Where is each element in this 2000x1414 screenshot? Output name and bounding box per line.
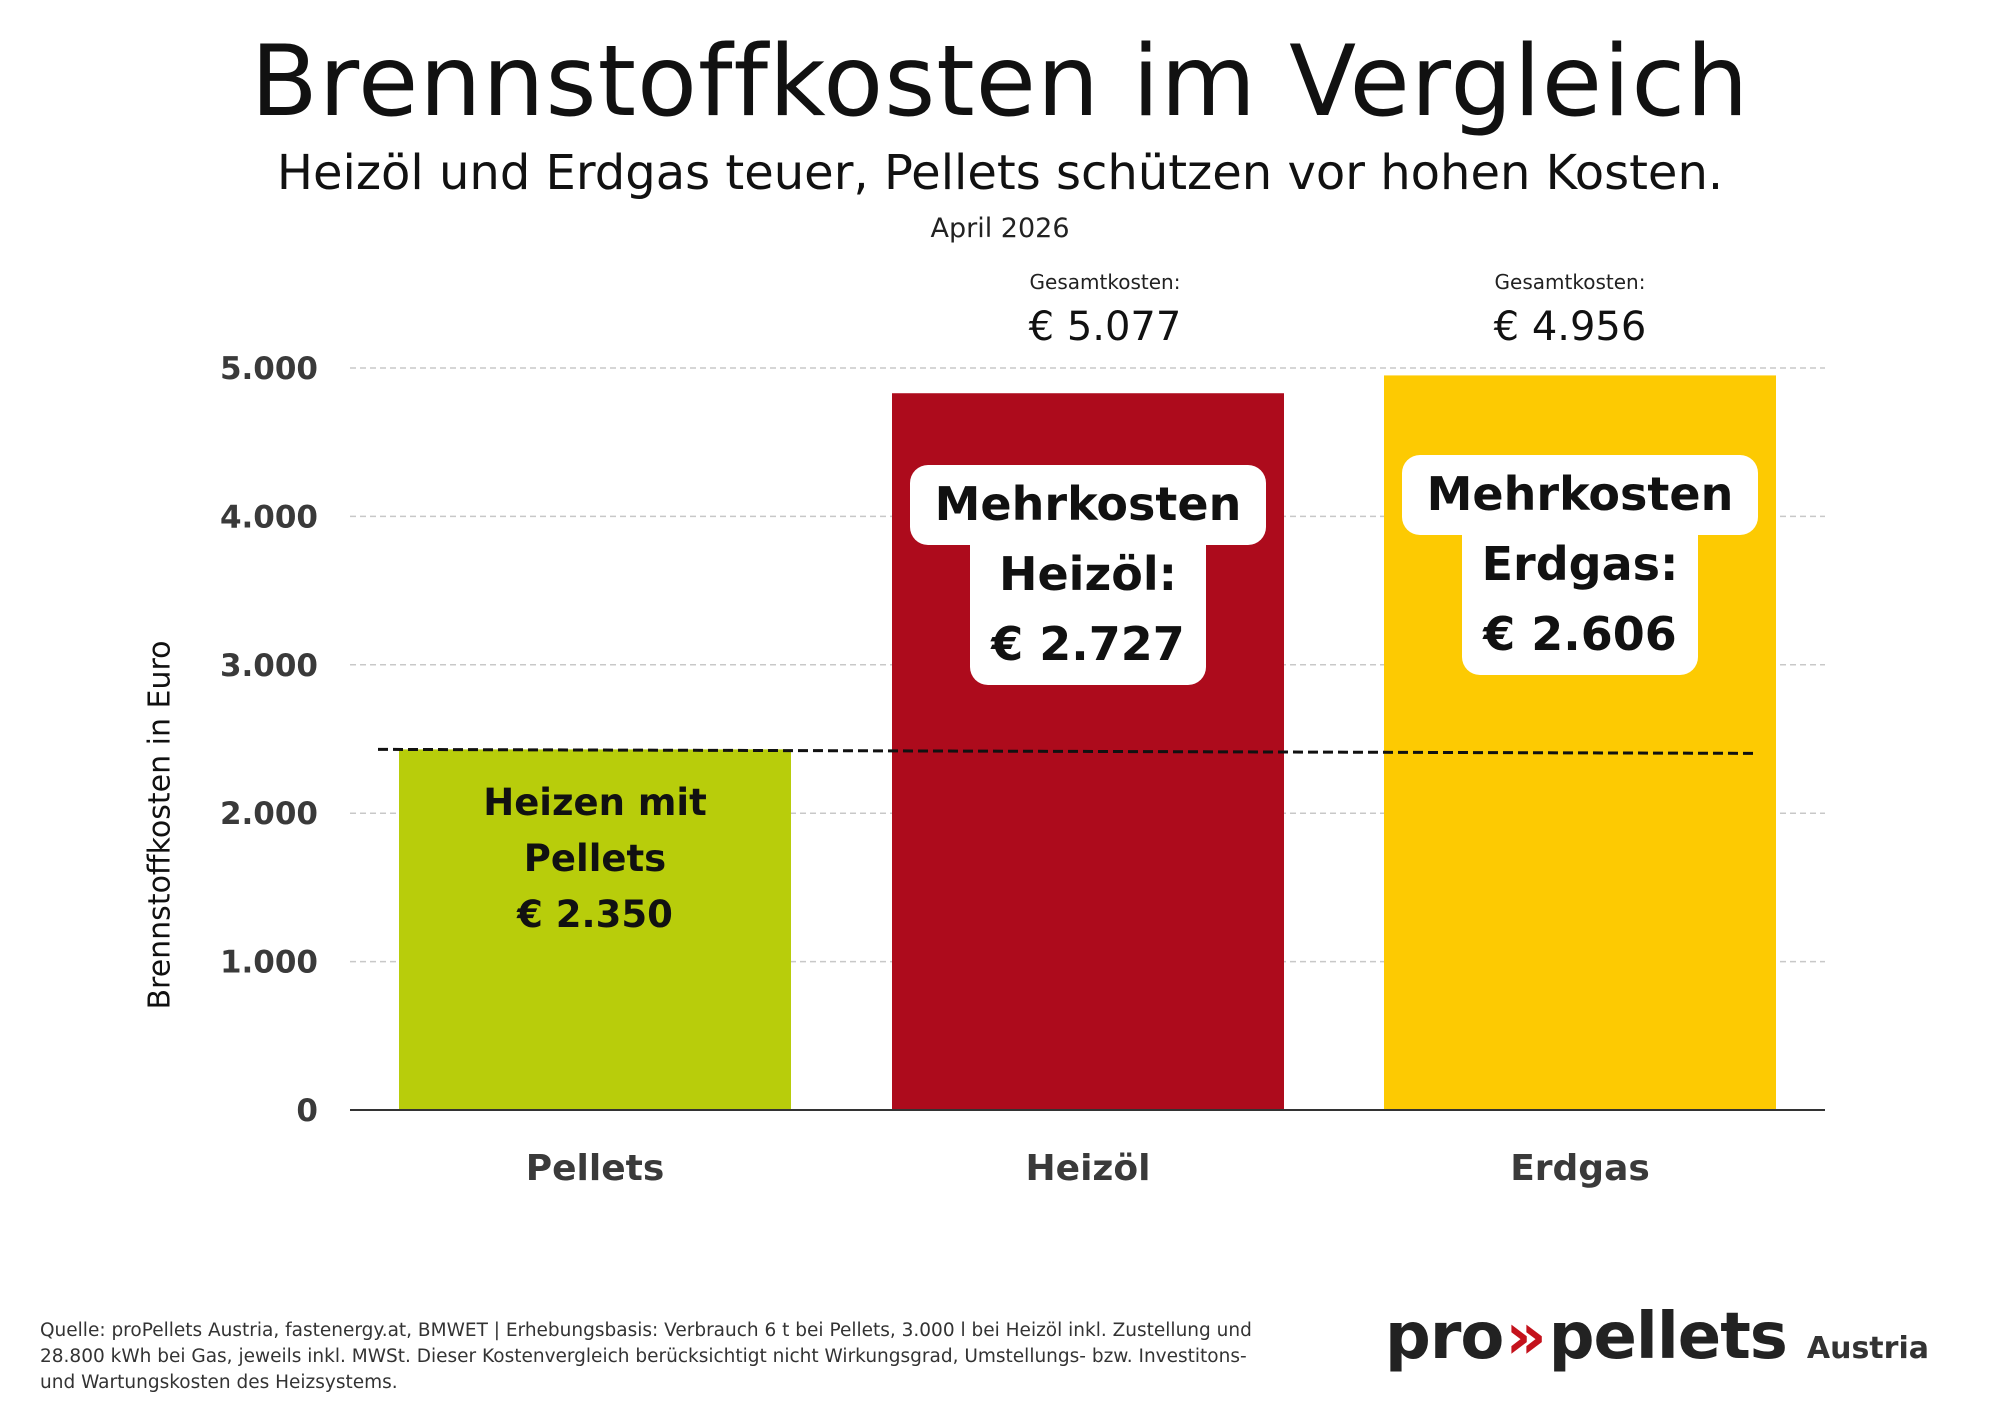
total-erdgas: Gesamtkosten: € 4.956 bbox=[1420, 270, 1720, 350]
y-tick-label: 0 bbox=[296, 1093, 318, 1129]
bar-label: Erdgas: bbox=[1482, 537, 1679, 591]
label-box bbox=[970, 527, 1206, 685]
y-axis-label: Brennstoffkosten in Euro bbox=[142, 640, 178, 1010]
total-value: € 4.956 bbox=[1493, 304, 1647, 350]
bar-label: € 2.606 bbox=[1482, 607, 1677, 661]
propellets-logo: pro » pellets Austria bbox=[1385, 1300, 1929, 1380]
label-box bbox=[1402, 455, 1758, 535]
y-tick-label: 3.000 bbox=[220, 648, 318, 684]
bar-label: Heizen mit bbox=[483, 781, 707, 824]
bar-label: Heizöl: bbox=[999, 547, 1177, 601]
logo-arrow-icon: » bbox=[1505, 1300, 1547, 1374]
y-tick-label: 1.000 bbox=[220, 945, 318, 981]
bar-label: Pellets bbox=[524, 837, 666, 880]
y-tick-label: 5.000 bbox=[220, 351, 318, 387]
bar-label: € 2.727 bbox=[990, 617, 1185, 671]
chart-date: April 2026 bbox=[930, 213, 1070, 244]
source-line: Quelle: proPellets Austria, fastenergy.a… bbox=[40, 1320, 1252, 1341]
source-note: Quelle: proPellets Austria, fastenergy.a… bbox=[40, 1318, 1320, 1396]
y-tick-label: 4.000 bbox=[220, 499, 318, 535]
source-line: 28.800 kWh bei Gas, jeweils inkl. MWSt. … bbox=[40, 1346, 1247, 1367]
total-label: Gesamtkosten: bbox=[1494, 270, 1646, 294]
logo-austria: Austria bbox=[1806, 1331, 1929, 1366]
label-box bbox=[910, 465, 1266, 545]
bar-pellets bbox=[399, 749, 791, 1110]
total-heizoel: Gesamtkosten: € 5.077 bbox=[955, 270, 1255, 350]
y-tick-label: 2.000 bbox=[220, 796, 318, 832]
x-tick-label: Erdgas bbox=[1510, 1148, 1650, 1189]
logo-pellets: pellets bbox=[1548, 1300, 1788, 1374]
logo-pro: pro bbox=[1385, 1300, 1504, 1374]
total-label: Gesamtkosten: bbox=[1029, 270, 1181, 294]
bar-label: Mehrkosten bbox=[1427, 467, 1734, 521]
label-box bbox=[1462, 517, 1698, 675]
source-line: und Wartungskosten des Heizsystems. bbox=[40, 1372, 398, 1393]
x-tick-label: Heizöl bbox=[1026, 1148, 1151, 1189]
chart-title: Brennstoffkosten im Vergleich bbox=[250, 25, 1750, 139]
bar-label: Mehrkosten bbox=[935, 477, 1242, 531]
total-value: € 5.077 bbox=[1028, 304, 1182, 350]
bar-label: € 2.350 bbox=[516, 893, 673, 936]
x-tick-label: Pellets bbox=[526, 1148, 665, 1189]
chart-subtitle: Heizöl und Erdgas teuer, Pellets schütze… bbox=[276, 145, 1724, 201]
reference-line bbox=[377, 747, 1756, 755]
